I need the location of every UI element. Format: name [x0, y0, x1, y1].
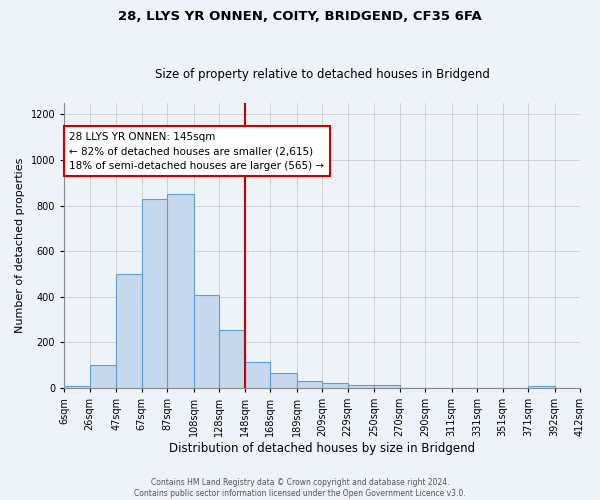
Bar	[219, 330, 245, 388]
Bar	[116, 274, 142, 388]
Bar	[270, 373, 296, 388]
Bar	[347, 385, 374, 388]
Bar	[194, 294, 219, 388]
X-axis label: Distribution of detached houses by size in Bridgend: Distribution of detached houses by size …	[169, 442, 475, 455]
Text: 28 LLYS YR ONNEN: 145sqm
← 82% of detached houses are smaller (2,615)
18% of sem: 28 LLYS YR ONNEN: 145sqm ← 82% of detach…	[70, 132, 325, 171]
Y-axis label: Number of detached properties: Number of detached properties	[15, 158, 25, 333]
Title: Size of property relative to detached houses in Bridgend: Size of property relative to detached ho…	[155, 68, 490, 81]
Bar	[245, 362, 270, 388]
Bar	[374, 385, 400, 388]
Bar	[64, 386, 89, 388]
Bar	[167, 194, 194, 388]
Text: Contains HM Land Registry data © Crown copyright and database right 2024.
Contai: Contains HM Land Registry data © Crown c…	[134, 478, 466, 498]
Bar	[322, 384, 347, 388]
Bar	[296, 380, 322, 388]
Bar	[528, 386, 554, 388]
Bar	[142, 199, 167, 388]
Text: 28, LLYS YR ONNEN, COITY, BRIDGEND, CF35 6FA: 28, LLYS YR ONNEN, COITY, BRIDGEND, CF35…	[118, 10, 482, 23]
Bar	[89, 365, 116, 388]
